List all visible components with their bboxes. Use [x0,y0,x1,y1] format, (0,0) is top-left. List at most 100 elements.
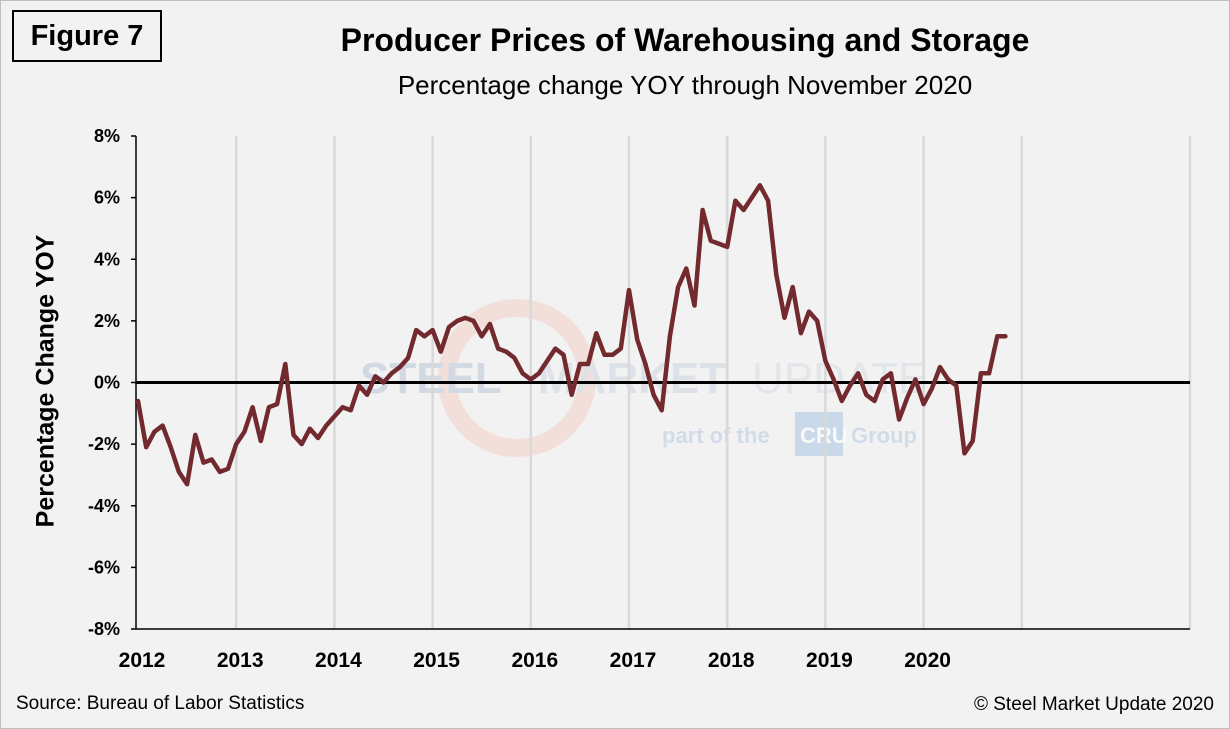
data-point [357,384,361,387]
data-point [521,372,524,375]
data-point [284,362,287,366]
data-point [807,310,811,313]
data-point [136,399,140,403]
data-point [668,335,672,338]
y-tick-label: 2% [94,311,120,331]
data-point [300,442,303,446]
data-point [423,335,426,338]
data-point [333,415,336,418]
data-point [611,353,614,356]
data-point [652,393,655,397]
data-point [226,467,230,470]
data-point [889,372,893,375]
data-point [865,393,868,397]
data-point [946,378,950,381]
data-point [210,458,213,461]
data-point [881,378,884,381]
data-point [586,362,590,366]
y-tick-label: 8% [94,126,120,146]
data-point [979,372,983,375]
data-point [374,375,377,378]
data-point [758,184,762,187]
x-tick-label: 2020 [904,649,951,672]
data-point [914,378,917,381]
data-point [488,322,492,326]
data-point [325,424,328,427]
data-point [873,399,876,403]
data-point [202,461,205,464]
data-point [316,436,320,440]
data-point [194,433,197,437]
data-point [562,353,565,356]
data-point [685,267,688,270]
data-point [824,359,827,363]
x-tick-label: 2018 [708,649,755,672]
data-point [169,446,172,449]
data-point [259,439,262,443]
data-point [963,452,966,455]
data-point [750,196,753,199]
data-point [816,319,819,323]
data-point [464,316,467,319]
data-point [693,304,696,307]
data-point [243,430,246,433]
axes [131,135,1190,630]
data-point [390,372,393,375]
data-point [349,409,352,412]
x-tick-label: 2014 [315,649,362,672]
data-point [856,372,860,375]
data-point [365,393,369,397]
data-point [603,353,606,356]
data-point [832,378,835,381]
data-point [447,325,451,329]
chart-subtitle: Percentage change YOY through November 2… [397,70,973,100]
watermark-group: Group [851,423,917,448]
data-point [144,446,148,449]
data-point [398,365,402,369]
x-tick-label: 2019 [806,649,853,672]
data-point [619,347,623,350]
figure-label: Figure 7 [12,10,162,62]
data-point [496,347,500,350]
x-tick-label: 2012 [119,649,166,672]
data-point [439,350,442,353]
copyright-note: © Steel Market Update 2020 [973,694,1214,715]
data-point [382,381,385,384]
data-point [799,332,803,335]
data-point [848,384,852,387]
data-point [775,273,778,276]
data-point [595,332,598,335]
data-point [906,396,909,400]
data-point [161,424,164,427]
data-point [783,316,786,319]
data-point [709,239,713,242]
data-point [971,439,974,443]
data-point [341,405,344,409]
y-tick-label: -4% [88,496,120,516]
watermark-logo: STEEL MARKET UPDATE part of the CRU Grou… [360,299,927,457]
y-tick-label: 6% [94,188,120,208]
data-point [578,362,582,366]
data-point [153,430,156,433]
data-point [529,378,532,381]
y-tick-label: -8% [88,619,120,639]
data-point [635,338,639,341]
data-point [701,208,704,212]
data-point [726,245,729,249]
data-point [644,362,647,366]
chart-title: Producer Prices of Warehousing and Stora… [340,22,1030,58]
y-tick-label: 0% [94,373,120,393]
data-point [766,199,770,202]
y-tick-label: 4% [94,249,120,269]
watermark-part-of: part of the [662,423,770,448]
data-point [996,335,999,338]
data-point [734,199,737,202]
x-tick-label: 2016 [511,649,558,672]
data-point [742,208,745,212]
data-point [251,405,254,409]
data-point [717,242,721,246]
data-point [218,470,222,474]
y-tick-labels: 8% 6% 4% 2% 0% -2% -4% -6% -8% [88,126,120,639]
data-point [235,442,238,446]
series-group [135,183,1008,487]
